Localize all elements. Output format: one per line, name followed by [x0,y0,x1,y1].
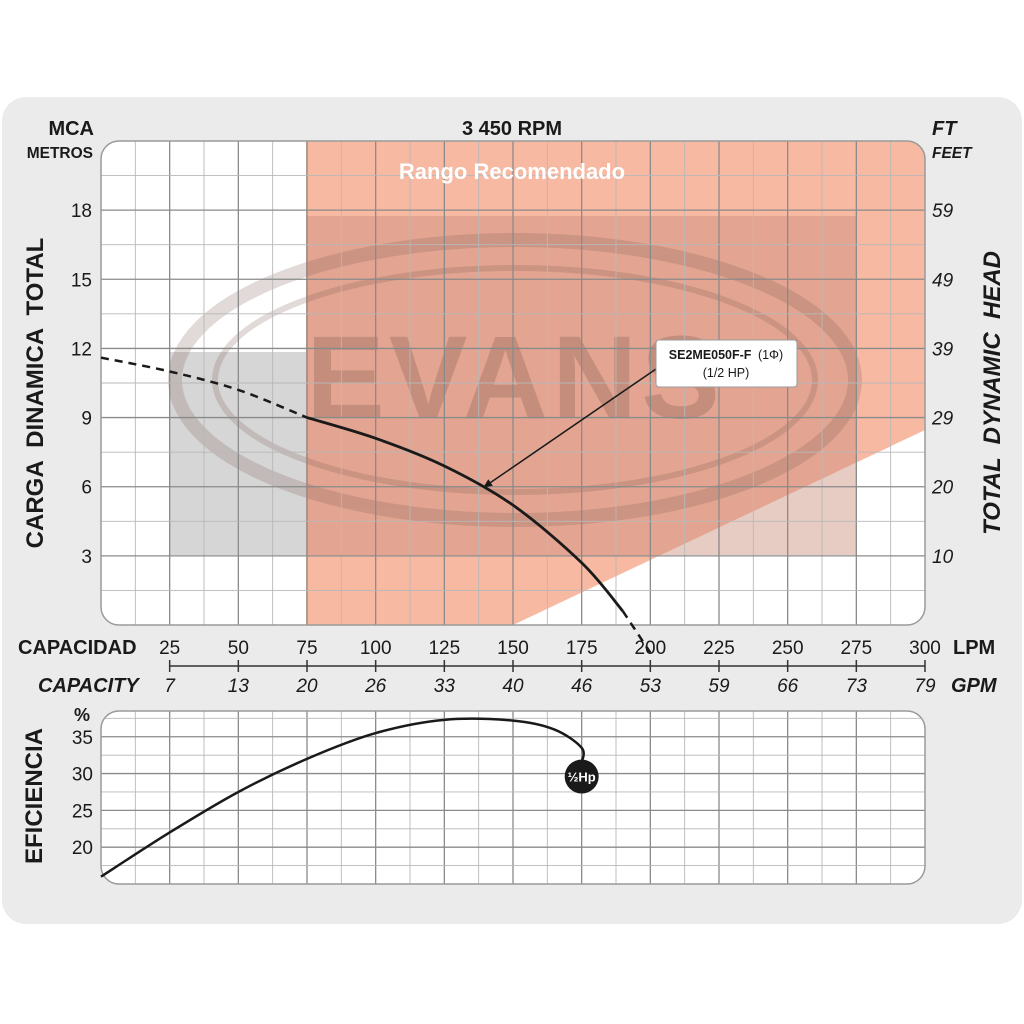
x-axis-title-en: CAPACITY [38,675,140,697]
head-plot-area: EVANS [101,141,925,625]
x-lpm-tick-label: 200 [634,638,666,659]
callout-box [655,339,798,388]
efficiency-tick-label: 25 [72,801,93,822]
y-left-tick-label: 15 [71,270,92,291]
x-unit-gpm: GPM [951,675,998,697]
x-gpm-tick-label: 53 [640,676,662,697]
y-right-tick-label: 10 [932,547,954,568]
efficiency-marker-label: ½Hp [568,770,596,785]
recommended-range-label: Rango Recomendado [399,159,625,184]
efficiency-tick-label: 35 [72,728,93,749]
x-gpm-tick-label: 13 [228,676,250,697]
y-left-unit: MCA [48,118,94,140]
x-gpm-tick-label: 66 [777,676,799,697]
head-curve-solid [306,416,624,613]
y-right-tick-label: 29 [931,409,954,430]
x-lpm-tick-label: 100 [360,638,392,659]
efficiency-axis-title: EFICIENCIA [21,728,48,864]
y-right-tick-label: 39 [932,339,954,360]
x-lpm-tick-label: 300 [909,638,941,659]
callout-arrow [483,368,657,488]
x-gpm-tick-label: 46 [571,676,593,697]
chart-title: 3 450 RPM [462,118,562,140]
y-left-tick-label: 6 [81,478,92,499]
efficiency-curve [100,717,585,878]
x-lpm-tick-label: 125 [428,638,460,659]
model-callout: SE2ME050F-F (1Φ) (1/2 HP) [483,339,798,488]
y-right-tick-label: 20 [931,478,954,499]
y-right-axis-title: TOTAL DYNAMIC HEAD [979,251,1006,535]
head-curve-dashed-start [100,356,308,419]
y-left-unit-sub: METROS [27,145,93,162]
efficiency-unit: % [74,705,90,725]
y-left-tick-label: 18 [71,201,92,222]
x-axis-title-es: CAPACIDAD [18,637,137,659]
callout-model-name: SE2ME050F-F [669,348,752,362]
x-lpm-tick-label: 75 [296,638,317,659]
efficiency-marker [564,759,599,794]
y-left-tick-label: 12 [71,339,92,360]
efficiency-tick-label: 20 [72,838,93,859]
x-lpm-tick-label: 225 [703,638,735,659]
x-lpm-tick-label: 50 [228,638,249,659]
x-gpm-tick-label: 33 [434,676,456,697]
efficiency-tick-label: 30 [72,765,93,786]
x-gpm-tick-label: 7 [164,676,176,697]
y-left-tick-label: 9 [81,409,92,430]
head-curve-dashed-end [621,610,652,654]
y-right-tick-label: 59 [932,201,954,222]
x-gpm-tick-label: 40 [502,676,524,697]
x-gpm-tick-label: 26 [364,676,387,697]
callout-phase: (1Φ) [758,348,783,362]
head-plot-border [100,140,926,626]
x-lpm-tick-label: 250 [772,638,804,659]
x-gpm-tick-label: 20 [295,676,318,697]
svg-text:SE2ME050F-F (1Φ): SE2ME050F-F (1Φ) [669,348,783,362]
y-right-tick-label: 49 [932,270,954,291]
y-right-unit: FT [932,118,958,140]
y-left-axis-title: CARGA DINAMICA TOTAL [22,238,49,549]
x-gpm-tick-label: 59 [708,676,730,697]
efficiency-plot-border [100,710,926,885]
x-lpm-tick-label: 275 [840,638,872,659]
y-right-unit-sub: FEET [932,145,973,162]
x-lpm-tick-label: 175 [566,638,598,659]
x-unit-lpm: LPM [953,637,995,659]
x-lpm-tick-label: 25 [159,638,180,659]
y-left-tick-label: 3 [81,547,92,568]
x-gpm-tick-label: 79 [914,676,936,697]
x-lpm-tick-label: 150 [497,638,529,659]
callout-power: (1/2 HP) [703,366,750,380]
x-gpm-tick-label: 73 [846,676,868,697]
